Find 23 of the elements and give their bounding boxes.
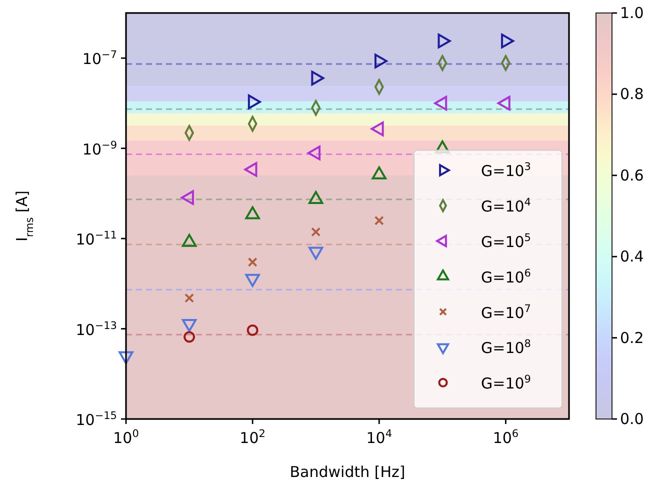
- y-tick-label: 10$^{−9}$: [82, 139, 117, 158]
- y-tick-label: 10$^{−11}$: [76, 230, 117, 249]
- y-tick-label: 10$^{−7}$: [82, 49, 117, 68]
- legend-label: G=10$^{3}$: [481, 161, 531, 180]
- y-tick-label: 10$^{−15}$: [76, 410, 117, 429]
- legend-label: G=10$^{4}$: [481, 196, 532, 216]
- legend-label: G=10$^{5}$: [481, 232, 531, 251]
- legend-label: G=10$^{9}$: [481, 374, 531, 393]
- legend-label: G=10$^{8}$: [481, 338, 531, 358]
- color-bar-label: 0.0: [620, 410, 644, 428]
- legend-label: G=10$^{6}$: [481, 267, 532, 286]
- x-tick-label: 10$^{4}$: [366, 428, 392, 447]
- color-bar-label: 0.8: [620, 85, 644, 104]
- y-tick-label: 10$^{−13}$: [76, 320, 117, 339]
- color-bar-label: 0.6: [620, 166, 644, 184]
- x-tick-label: 10$^{0}$: [113, 428, 139, 447]
- x-tick-label: 10$^{6}$: [492, 428, 519, 447]
- legend-label: G=10$^{7}$: [481, 302, 531, 322]
- color-bar-label: 0.2: [620, 328, 644, 347]
- x-axis-title: Bandwidth [Hz]: [290, 463, 406, 481]
- color-bar-label: 0.4: [620, 248, 644, 266]
- color-bar-label: 1.0: [620, 4, 644, 22]
- x-tick-label: 10$^{2}$: [240, 428, 266, 447]
